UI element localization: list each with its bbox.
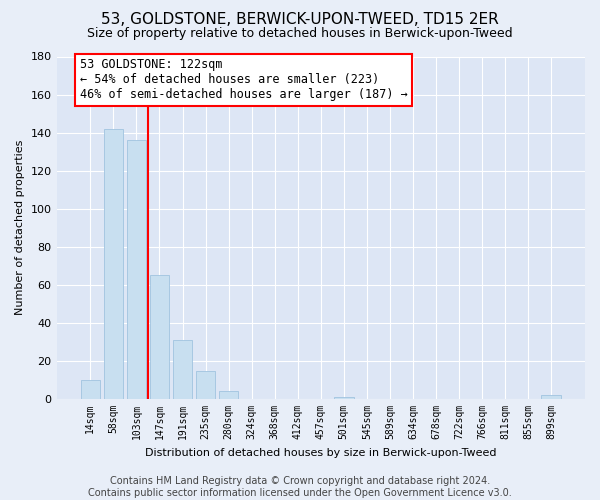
Bar xyxy=(541,395,561,399)
Bar xyxy=(80,380,100,399)
Text: Contains HM Land Registry data © Crown copyright and database right 2024.
Contai: Contains HM Land Registry data © Crown c… xyxy=(88,476,512,498)
Bar xyxy=(127,140,146,399)
X-axis label: Distribution of detached houses by size in Berwick-upon-Tweed: Distribution of detached houses by size … xyxy=(145,448,497,458)
Bar xyxy=(334,397,353,399)
Text: 53 GOLDSTONE: 122sqm
← 54% of detached houses are smaller (223)
46% of semi-deta: 53 GOLDSTONE: 122sqm ← 54% of detached h… xyxy=(80,58,408,102)
Y-axis label: Number of detached properties: Number of detached properties xyxy=(15,140,25,316)
Bar xyxy=(149,276,169,399)
Bar xyxy=(196,370,215,399)
Bar xyxy=(173,340,193,399)
Bar xyxy=(219,392,238,399)
Text: Size of property relative to detached houses in Berwick-upon-Tweed: Size of property relative to detached ho… xyxy=(87,28,513,40)
Bar xyxy=(104,129,123,399)
Text: 53, GOLDSTONE, BERWICK-UPON-TWEED, TD15 2ER: 53, GOLDSTONE, BERWICK-UPON-TWEED, TD15 … xyxy=(101,12,499,28)
